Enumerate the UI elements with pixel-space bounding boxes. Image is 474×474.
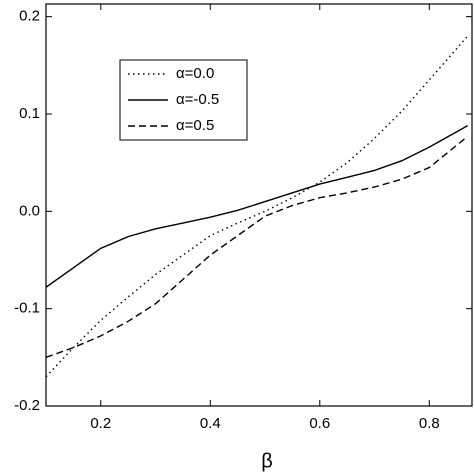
legend-label: α=-0.5: [176, 91, 219, 108]
plot-frame: [45, 3, 473, 407]
x-tick-label: 0.8: [419, 415, 440, 432]
series-line: [45, 135, 469, 358]
y-tick-label: 0.2: [19, 8, 40, 25]
legend-label: α=0.5: [176, 117, 214, 134]
legend-label: α=0.0: [176, 65, 214, 82]
x-tick-label: 0.6: [309, 415, 330, 432]
series-line: [45, 35, 469, 378]
y-tick-label: -0.1: [14, 300, 40, 317]
y-tick-label: 0.1: [19, 105, 40, 122]
x-axis-label: β: [261, 450, 273, 472]
x-tick-label: 0.2: [90, 415, 111, 432]
y-tick-label: 0.0: [19, 202, 40, 219]
series-line: [45, 125, 468, 288]
x-tick-label: 0.4: [200, 415, 221, 432]
y-tick-label: -0.2: [14, 397, 40, 414]
